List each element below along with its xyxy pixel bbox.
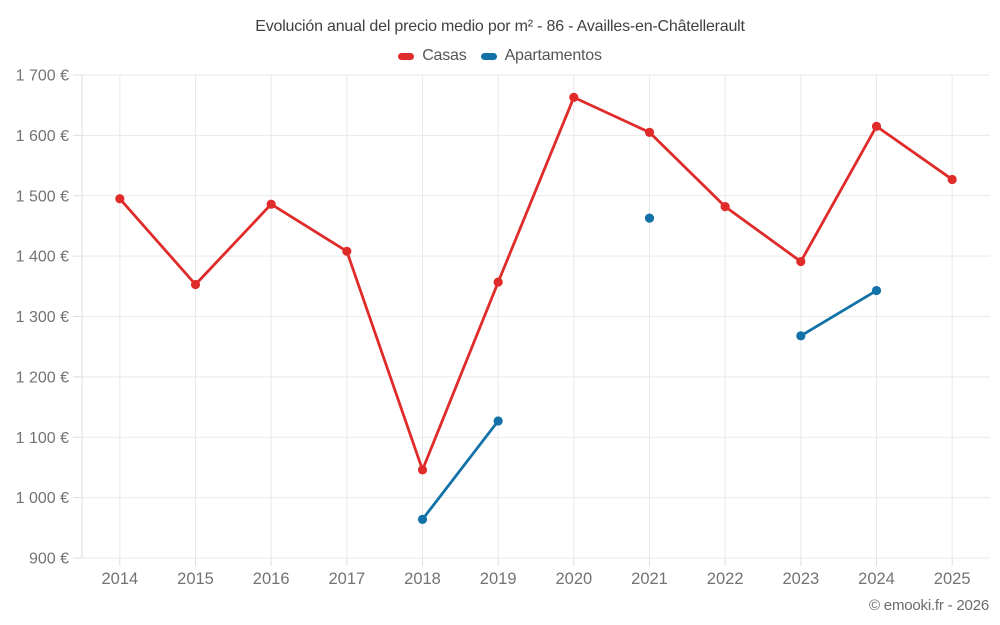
- x-tick-label: 2018: [404, 570, 441, 588]
- casas-data-point-2016[interactable]: [266, 199, 276, 209]
- x-tick-label: 2022: [707, 570, 744, 588]
- apartamentos-line: [799, 289, 878, 338]
- apartamentos-data-point-2019[interactable]: [493, 416, 503, 426]
- y-tick-label: 1 700 €: [16, 68, 69, 85]
- x-tick-label: 2021: [631, 570, 668, 588]
- y-tick-label: 1 500 €: [16, 188, 69, 205]
- x-tick-label: 2024: [858, 570, 895, 588]
- apartamentos-data-point-2021[interactable]: [644, 213, 655, 223]
- casas-data-point-2024[interactable]: [871, 121, 882, 131]
- casas-data-point-2021[interactable]: [644, 127, 655, 137]
- x-tick-label: 2025: [934, 570, 971, 588]
- apartamentos-series-swatch-icon: [480, 52, 497, 60]
- chart-title: Evolución anual del precio medio por m² …: [255, 18, 745, 35]
- attribution: © emooki.fr - 2026: [868, 597, 989, 614]
- casas-data-point-2020[interactable]: [569, 92, 579, 102]
- casas-data-point-2025[interactable]: [947, 174, 957, 185]
- casas-data-point-2018[interactable]: [417, 465, 428, 475]
- casas-data-point-2019[interactable]: [493, 277, 503, 287]
- x-tick-label: 2014: [101, 570, 138, 588]
- y-tick-label: 1 400 €: [16, 249, 69, 266]
- legend-label-casas: Casas: [422, 47, 467, 64]
- legend-item-apartamentos[interactable]: Apartamentos: [480, 47, 602, 65]
- apartamentos-data-point-2023[interactable]: [796, 331, 806, 341]
- x-tick-label: 2016: [253, 570, 290, 588]
- y-tick-label: 1 200 €: [16, 369, 69, 386]
- x-tick-label: 2019: [480, 570, 517, 588]
- chart-legend: Casas Apartamentos: [0, 47, 1000, 65]
- y-tick-label: 1 300 €: [16, 309, 69, 326]
- apartamentos-data-point-2018[interactable]: [417, 514, 428, 524]
- casas-series: [115, 92, 957, 475]
- casas-data-point-2023[interactable]: [796, 256, 806, 267]
- y-tick-label: 1 600 €: [16, 128, 69, 145]
- y-tick-label: 1 000 €: [16, 490, 69, 507]
- casas-data-point-2022[interactable]: [720, 202, 730, 212]
- apartamentos-series: [417, 213, 882, 524]
- casas-data-point-2017[interactable]: [342, 246, 352, 256]
- legend-item-casas[interactable]: Casas: [398, 47, 467, 65]
- axes: [73, 74, 953, 566]
- x-tick-label: 2020: [555, 570, 592, 588]
- casas-series-swatch-icon: [398, 52, 415, 60]
- legend-label-apartamentos: Apartamentos: [504, 47, 602, 64]
- casas-line: [118, 95, 954, 472]
- x-tick-label: 2017: [328, 570, 365, 588]
- y-tick-label: 1 100 €: [16, 430, 69, 447]
- y-tick-label: 900 €: [29, 551, 69, 568]
- casas-data-point-2015[interactable]: [190, 279, 201, 290]
- gridlines: [82, 74, 990, 559]
- apartamentos-line: [421, 419, 500, 521]
- apartamentos-data-point-2024[interactable]: [871, 285, 882, 296]
- x-tick-label: 2015: [177, 570, 214, 588]
- casas-data-point-2014[interactable]: [115, 194, 125, 204]
- axis-labels: 900 € 1 000 € 1 100 € 1 200 € 1 300 € 1 400 €…: [16, 68, 971, 589]
- x-tick-label: 2023: [782, 570, 819, 588]
